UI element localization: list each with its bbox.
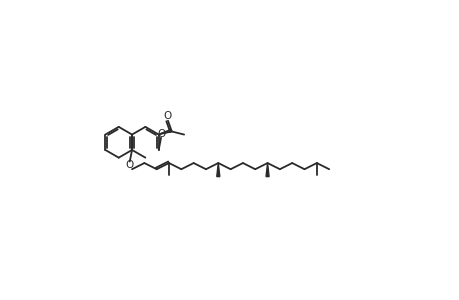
Text: O: O — [157, 129, 165, 139]
Text: O: O — [162, 111, 171, 121]
Polygon shape — [265, 163, 269, 177]
Polygon shape — [216, 163, 219, 177]
Text: O: O — [125, 160, 134, 170]
